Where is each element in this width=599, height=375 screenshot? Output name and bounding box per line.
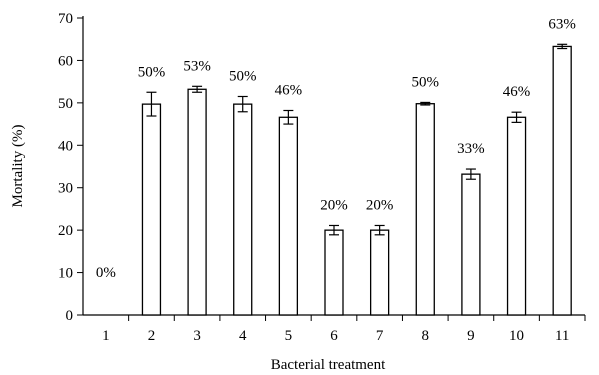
y-axis-title: Mortality (%) [10, 125, 26, 208]
bar [552, 45, 572, 316]
y-tick-label: 30 [58, 181, 73, 197]
x-tick-label: 9 [467, 328, 475, 344]
y-tick-label: 50 [58, 96, 73, 112]
bar [369, 229, 390, 316]
bars [141, 43, 572, 316]
data-label: 53% [183, 58, 211, 74]
bar [278, 116, 299, 316]
data-label: 50% [138, 64, 166, 80]
data-label: 50% [412, 74, 440, 90]
y-axis: 0 10 20 30 40 50 60 70 [58, 11, 84, 324]
data-label: 63% [548, 16, 576, 32]
y-tick-label: 40 [58, 138, 73, 154]
y-tick-label: 20 [58, 223, 73, 239]
data-label: 20% [320, 197, 348, 213]
y-tick-label: 70 [58, 11, 73, 27]
bar [324, 229, 344, 316]
x-axis: 1 2 3 4 5 6 7 8 9 10 11 [83, 314, 586, 344]
bar [141, 103, 162, 316]
bar [187, 88, 207, 316]
x-tick-label: 2 [148, 328, 156, 344]
y-tick-label: 60 [58, 53, 73, 69]
x-tick-label: 1 [102, 328, 110, 344]
bar [506, 116, 527, 316]
x-tick-label: 5 [285, 328, 293, 344]
data-labels: 0% 50% 53% 50% 46% 20% 20% 50% 33% 46% 63% [96, 16, 576, 281]
bar [415, 103, 435, 316]
x-tick-label: 3 [193, 328, 201, 344]
data-label: 33% [457, 141, 485, 157]
x-tick-label: 7 [376, 328, 384, 344]
x-tick-label: 4 [239, 328, 247, 344]
data-label: 0% [96, 265, 116, 281]
x-tick-label: 8 [422, 328, 430, 344]
x-tick-label: 6 [330, 328, 338, 344]
x-tick-label: 10 [509, 328, 524, 344]
data-label: 50% [229, 68, 257, 84]
y-tick-label: 10 [58, 266, 73, 282]
bar [461, 173, 481, 316]
x-tick-label: 11 [555, 328, 569, 344]
data-label: 46% [275, 82, 303, 98]
y-tick-label: 0 [66, 308, 74, 324]
data-label: 20% [366, 197, 394, 213]
x-axis-title: Bacterial treatment [271, 357, 386, 373]
data-label: 46% [503, 84, 531, 100]
bar [233, 103, 253, 316]
